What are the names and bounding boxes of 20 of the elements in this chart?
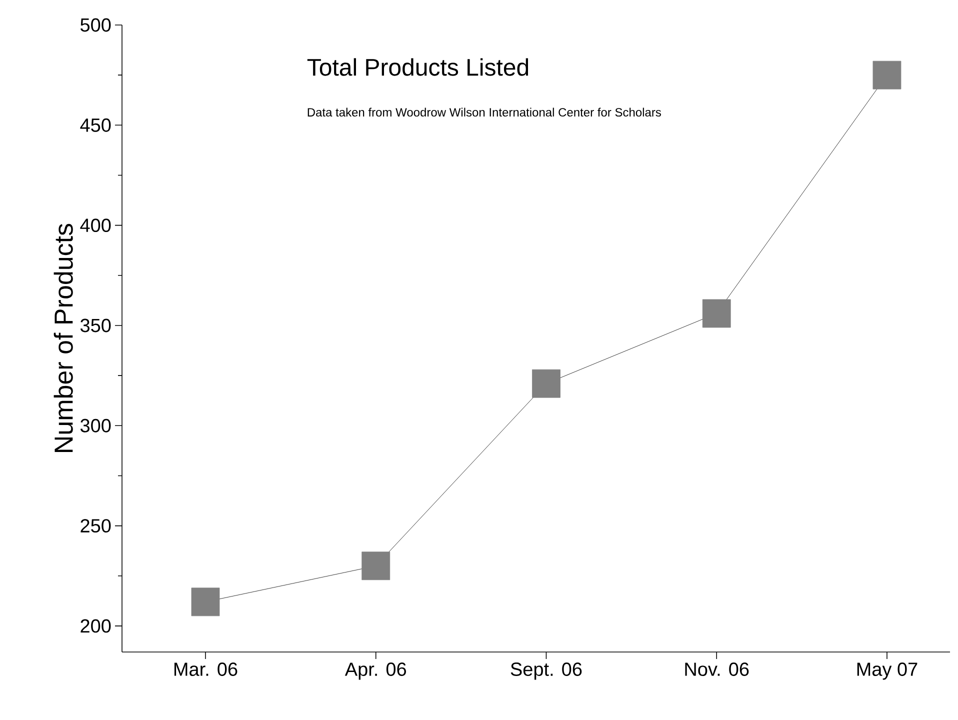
x-tick-label: Nov. 06 (685, 662, 749, 676)
x-tick-label: Sept. 06 (510, 662, 582, 680)
point (702, 299, 731, 328)
point (191, 588, 220, 616)
y-tick-label: 350 (80, 318, 111, 332)
y-tick-label: 300 (80, 418, 111, 432)
y-tick-label: 400 (80, 218, 111, 232)
point (872, 60, 902, 90)
y-tick-label: 250 (80, 519, 111, 533)
y-tick-label: 200 (80, 619, 111, 633)
y-tick-label: 500 (80, 18, 111, 32)
point (532, 369, 560, 398)
x-tick-label: Apr. 06 (344, 662, 406, 680)
x-tick-label: May 07 (857, 662, 918, 680)
text: Total Products Listed (307, 58, 528, 76)
point (362, 552, 390, 580)
y-tick-label: 450 (80, 118, 111, 132)
x-tick-label: Mar. 06 (174, 662, 238, 676)
text: Data taken from Woodrow Wilson International Center for Scholars (308, 108, 661, 117)
y-axis-title: Number of Products (54, 224, 73, 452)
